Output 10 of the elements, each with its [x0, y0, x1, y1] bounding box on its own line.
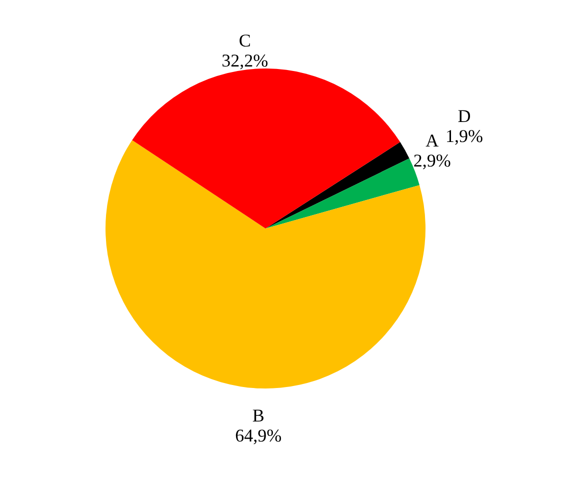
pie-slice — [132, 68, 400, 228]
slice-label: D — [458, 106, 471, 126]
data-label: 32,2% — [222, 50, 268, 71]
data-label: 1,9% — [445, 126, 483, 146]
slice-label: A — [426, 130, 439, 150]
slice-label: C — [238, 30, 251, 51]
data-label: 2,9% — [413, 150, 451, 170]
data-label: 64,9% — [235, 425, 282, 446]
slice-label: B — [252, 405, 264, 426]
pie-slice — [266, 142, 410, 228]
